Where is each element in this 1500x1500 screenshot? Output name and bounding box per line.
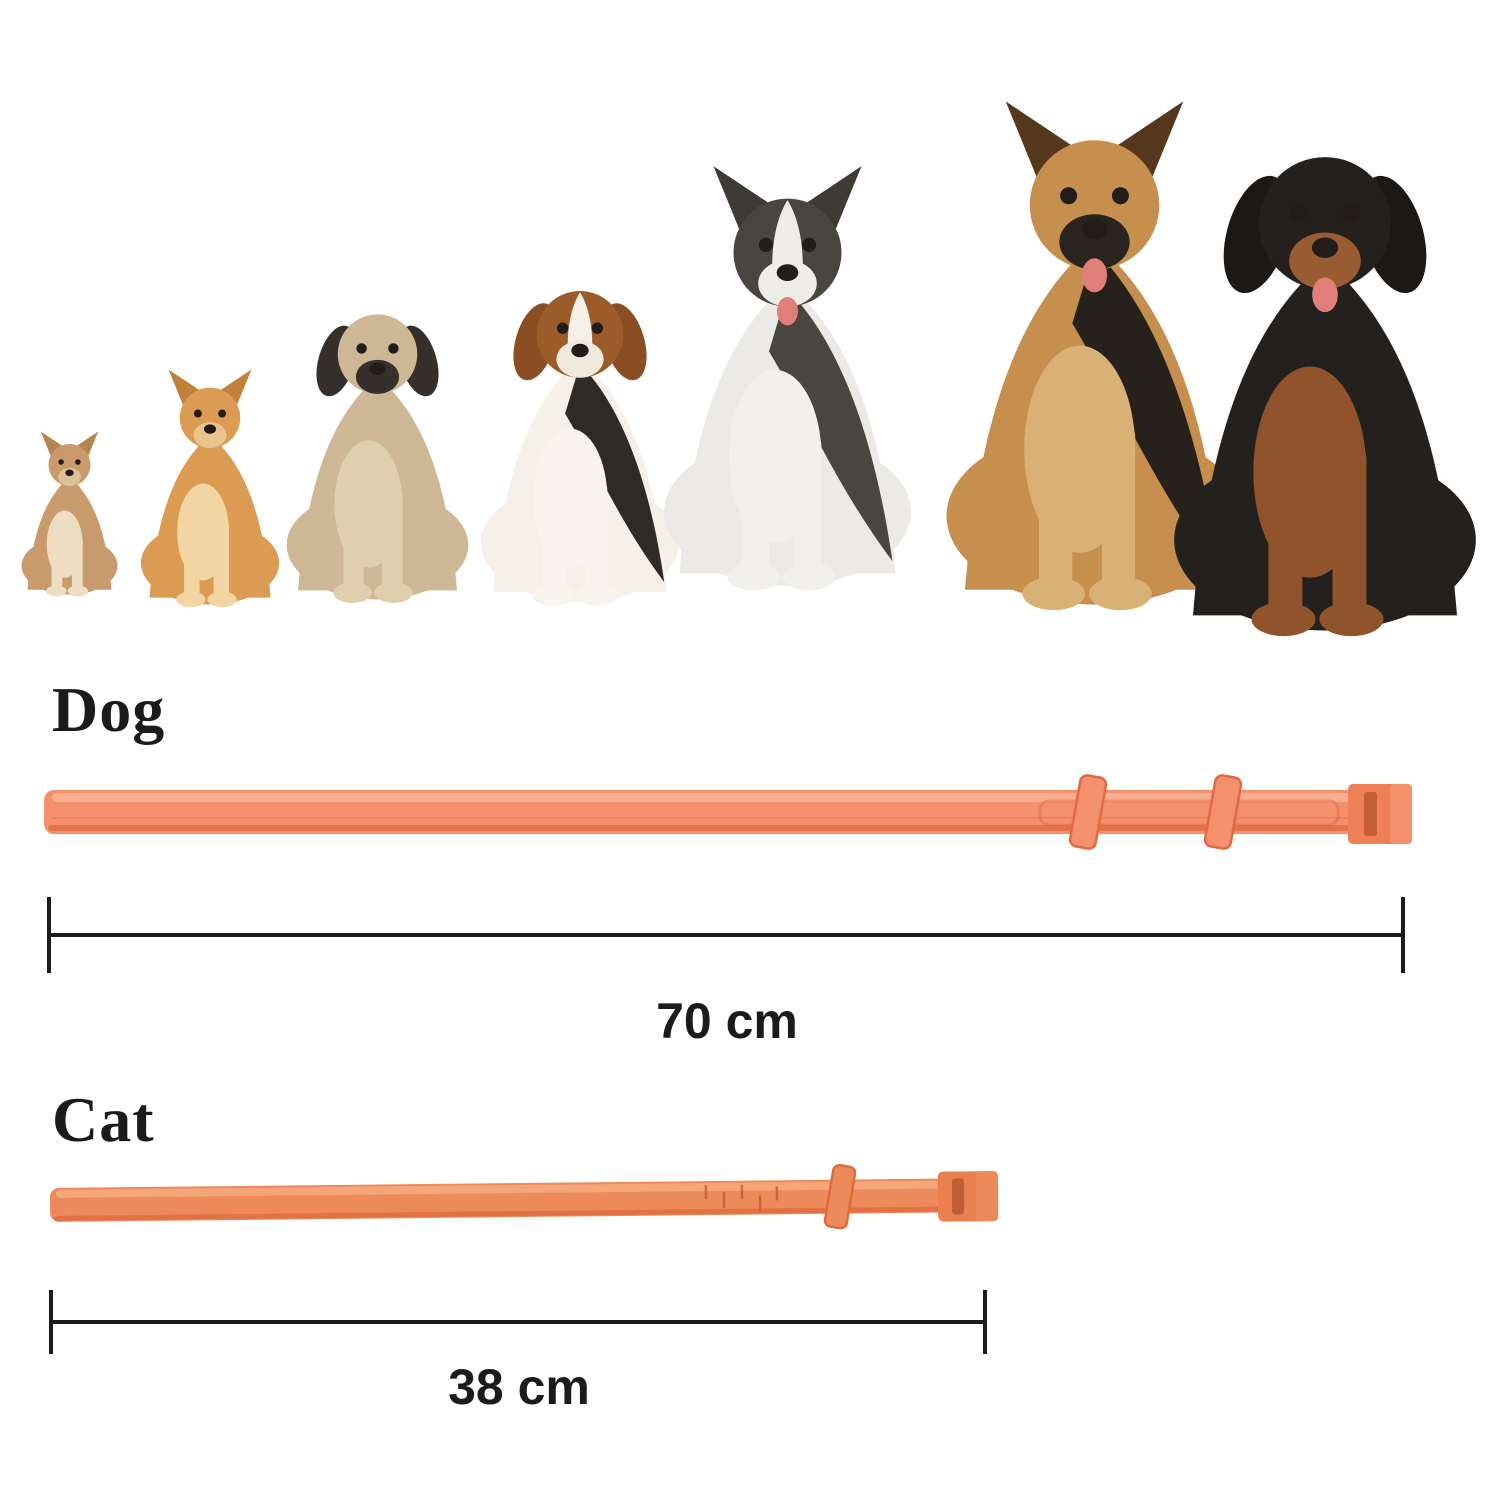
- dog-collar-keeper-loop: [1203, 774, 1243, 850]
- dog-collar-keeper-loop: [1068, 774, 1108, 850]
- dog-collar-highlight: [52, 793, 1356, 802]
- cat-collar-image: [49, 1163, 999, 1230]
- cat-collar-highlight: [55, 1180, 992, 1198]
- dog-figure-chihuahua: [9, 429, 130, 597]
- dog-collar-buckle: [1348, 784, 1412, 844]
- dimension-tick: [49, 1290, 53, 1354]
- dog-collar-image: [44, 774, 1412, 850]
- dog-figure-german-shepherd: [908, 94, 1281, 612]
- cat-collar-buckle: [937, 1171, 999, 1222]
- dog-size-lineup: [0, 0, 1500, 660]
- dog-measurement-line: [47, 897, 1405, 973]
- dog-collar-groove: [1038, 799, 1340, 827]
- dog-figure-pug: [263, 286, 492, 604]
- dog-figure-pomeranian: [123, 366, 297, 608]
- dog-collar-shadow: [48, 825, 1358, 831]
- cat-section-label: Cat: [52, 1084, 155, 1155]
- dog-figure-siberian-husky: [632, 160, 943, 592]
- cat-measurement-line: [49, 1290, 987, 1354]
- cat-collar-keeper-loop: [823, 1163, 857, 1230]
- dimension-tick: [983, 1290, 987, 1354]
- dog-figure-rottweiler: [1135, 110, 1500, 638]
- cat-length-label: 38 cm: [448, 1359, 590, 1415]
- dimension-tick: [47, 897, 51, 973]
- dog-length-label: 70 cm: [656, 993, 798, 1049]
- dimension-tick: [1401, 897, 1405, 973]
- cat-collar-size-marks: [704, 1184, 779, 1212]
- dog-section-label: Dog: [52, 674, 166, 745]
- dog-figure-beagle: [455, 260, 705, 607]
